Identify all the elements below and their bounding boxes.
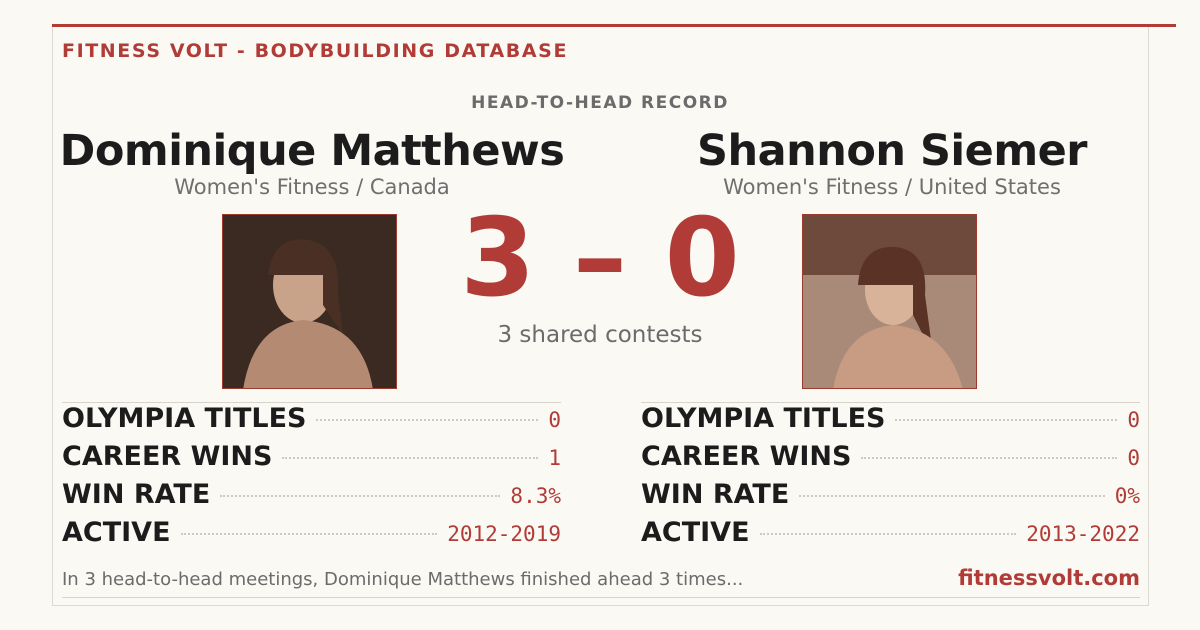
- score: 3 – 0: [0, 196, 1200, 321]
- leader: [895, 419, 1118, 421]
- stat-value: 0: [1127, 408, 1140, 432]
- score-separator: –: [573, 196, 627, 321]
- leader: [316, 419, 539, 421]
- stat-row: CAREER WINS 1: [62, 441, 561, 479]
- stat-value: 0%: [1114, 484, 1140, 508]
- photo-art: [223, 215, 396, 388]
- athlete-name: Dominique Matthews: [59, 126, 565, 176]
- stat-value: 2012-2019: [447, 522, 561, 546]
- card: [52, 24, 1149, 606]
- shared-contests: 3 shared contests: [497, 322, 703, 348]
- footer-summary: In 3 head-to-head meetings, Dominique Ma…: [62, 569, 744, 590]
- leader: [220, 495, 501, 497]
- stat-row: ACTIVE 2012-2019: [62, 517, 561, 555]
- stat-row: CAREER WINS 0: [641, 441, 1140, 479]
- stat-label: WIN RATE: [62, 479, 211, 510]
- stat-value: 0: [1127, 446, 1140, 470]
- stat-value: 2013-2022: [1026, 522, 1140, 546]
- photo-art: [803, 215, 976, 388]
- athlete-name: Shannon Siemer: [697, 126, 1088, 176]
- athlete-subtitle: Women's Fitness / Canada: [174, 175, 450, 199]
- stat-row: WIN RATE 0%: [641, 479, 1140, 517]
- score-right: 0: [664, 196, 740, 321]
- stat-value: 1: [548, 446, 561, 470]
- athlete-photo: [802, 214, 977, 389]
- stats: OLYMPIA TITLES 0 CAREER WINS 1 WIN RATE 8.3% A…: [62, 402, 561, 555]
- footer-rule: [62, 597, 1140, 598]
- leader: [759, 533, 1017, 535]
- stat-label: ACTIVE: [641, 517, 750, 548]
- footer-site[interactable]: fitnessvolt.com: [958, 566, 1140, 590]
- stat-row: OLYMPIA TITLES 0: [62, 403, 561, 441]
- stat-label: OLYMPIA TITLES: [62, 403, 307, 434]
- leader: [799, 495, 1105, 497]
- athlete-photo: [222, 214, 397, 389]
- stat-row: WIN RATE 8.3%: [62, 479, 561, 517]
- top-rule: [52, 24, 1176, 27]
- brand: FITNESS VOLT - BODYBUILDING DATABASE: [62, 40, 569, 62]
- stat-row: ACTIVE 2013-2022: [641, 517, 1140, 555]
- score-left: 3: [460, 196, 536, 321]
- leader: [282, 457, 539, 459]
- stats: OLYMPIA TITLES 0 CAREER WINS 0 WIN RATE 0% ACT…: [641, 402, 1140, 555]
- leader: [180, 533, 438, 535]
- section-label: HEAD-TO-HEAD RECORD: [471, 93, 729, 113]
- athlete-subtitle: Women's Fitness / United States: [723, 175, 1061, 199]
- stat-row: OLYMPIA TITLES 0: [641, 403, 1140, 441]
- stat-label: OLYMPIA TITLES: [641, 403, 886, 434]
- stat-label: CAREER WINS: [641, 441, 852, 472]
- stat-value: 8.3%: [510, 484, 561, 508]
- leader: [861, 457, 1118, 459]
- stat-label: ACTIVE: [62, 517, 171, 548]
- stat-label: CAREER WINS: [62, 441, 273, 472]
- stat-label: WIN RATE: [641, 479, 790, 510]
- stat-value: 0: [548, 408, 561, 432]
